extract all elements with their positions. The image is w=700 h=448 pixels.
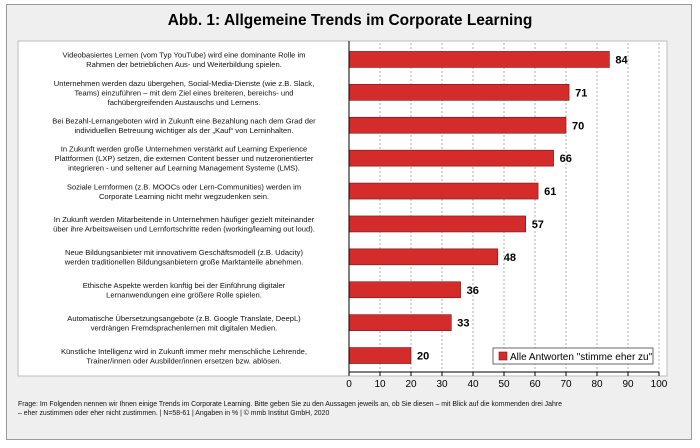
category-label-3: Bei Bezahl-Lernangeboten wird in Zukunft…: [52, 117, 316, 136]
category-label-4: In Zukunft werden große Unternehmen vers…: [55, 145, 314, 173]
bar-9: [348, 314, 452, 331]
value-label-3: 70: [572, 120, 584, 132]
x-tick-label-80: 80: [591, 379, 603, 390]
footnote: Frage: Im Folgenden nennen wir Ihnen ein…: [18, 400, 686, 418]
value-label-10: 20: [417, 351, 429, 363]
bar-1: [348, 51, 610, 68]
value-label-9: 33: [457, 318, 469, 330]
category-label-7: Neue Bildungsanbieter mit innovativem Ge…: [64, 248, 304, 267]
x-tick-label-50: 50: [498, 379, 510, 390]
x-tick-label-30: 30: [436, 379, 448, 390]
x-tick-label-70: 70: [560, 379, 572, 390]
bar-4: [348, 149, 554, 167]
x-tick-label-10: 10: [374, 379, 386, 390]
x-tick-label-20: 20: [405, 379, 417, 390]
value-label-7: 48: [504, 252, 516, 264]
legend: Alle Antworten "stimme eher zu": [492, 347, 654, 365]
footnote-line-1: Frage: Im Folgenden nennen wir Ihnen ein…: [18, 401, 562, 408]
category-labels: Videobasiertes Lernen (vom Typ YouTube) …: [52, 51, 316, 366]
x-tick-label-40: 40: [467, 379, 479, 390]
bar-8: [348, 281, 461, 299]
legend-swatch: [498, 351, 508, 361]
gridlines: [379, 43, 660, 372]
legend-entry: Alle Antworten "stimme eher zu": [510, 352, 653, 363]
x-tick-label-0: 0: [346, 379, 352, 390]
chart-title: Abb. 1: Allgemeine Trends im Corporate L…: [167, 12, 533, 29]
x-tick-label-90: 90: [622, 379, 634, 390]
category-label-2: Unternehmen werden dazu übergehen, Socia…: [54, 79, 314, 107]
bar-7: [348, 248, 499, 266]
bars: 84 71 70 66 61 57 48 36 33 20: [348, 51, 629, 364]
category-label-6: In Zukunft werden Mitarbeitende in Unter…: [53, 215, 315, 234]
value-label-2: 71: [575, 87, 587, 99]
x-tick-label-100: 100: [651, 379, 668, 390]
value-label-5: 61: [544, 186, 556, 198]
category-label-1: Videobasiertes Lernen (vom Typ YouTube) …: [63, 51, 306, 69]
bar-10: [348, 347, 412, 364]
value-label-4: 66: [560, 153, 572, 165]
category-label-10: Künstliche Intelligenz wird in Zukunft i…: [61, 347, 307, 366]
bar-3: [348, 116, 567, 134]
footnote-line-2: – eher zustimmen oder eher nicht zustimm…: [18, 410, 330, 417]
category-label-5: Soziale Lernformen (z.B. MOOCs oder Lern…: [67, 182, 301, 201]
x-axis: 0 10 20 30 40 50 60 70 80 90 100: [346, 41, 668, 390]
bar-2: [348, 84, 570, 101]
bar-6: [348, 215, 526, 233]
category-label-9: Automatische Übersetzungsangebote (z.B. …: [67, 314, 301, 333]
x-tick-label-60: 60: [529, 379, 541, 390]
value-label-6: 57: [532, 219, 544, 231]
category-label-8: Ethische Aspekte werden künftig bei der …: [83, 281, 286, 300]
value-label-1: 84: [615, 54, 628, 66]
legend-box: [492, 347, 654, 365]
value-label-8: 36: [467, 285, 479, 297]
bar-5: [348, 182, 539, 200]
